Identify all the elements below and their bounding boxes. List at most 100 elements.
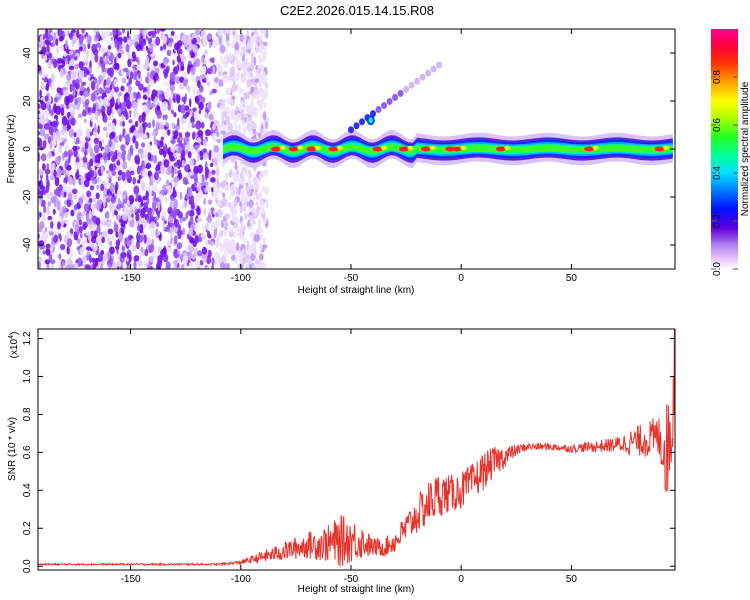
noise-blob [51, 120, 58, 128]
noise-blob [236, 218, 240, 223]
noise-blob [51, 263, 55, 269]
noise-blob [151, 207, 155, 217]
noise-blob [56, 201, 61, 211]
noise-blob [79, 246, 85, 255]
noise-blob [257, 197, 264, 202]
noise-blob [93, 122, 97, 133]
noise-blob [102, 152, 108, 161]
band-hotspot [398, 146, 409, 152]
noise-blob [50, 221, 54, 229]
noise-blob [247, 123, 250, 129]
noise-blob [93, 243, 98, 252]
noise-blob [88, 210, 92, 220]
noise-blob [74, 63, 79, 70]
noise-blob [209, 42, 212, 49]
noise-blob [177, 154, 181, 160]
noise-blob [263, 218, 268, 224]
noise-blob [247, 107, 251, 115]
noise-blob [47, 151, 53, 160]
noise-blob [202, 138, 207, 147]
noise-blob [209, 90, 213, 96]
noise-blob [107, 45, 112, 50]
noise-blob [136, 239, 140, 250]
noise-blob [84, 163, 87, 171]
noise-blob [58, 263, 62, 269]
noise-blob [107, 49, 111, 56]
noise-blob [69, 248, 74, 259]
noise-blob [91, 80, 96, 91]
noise-blob [82, 43, 87, 53]
noise-blob [59, 258, 62, 263]
noise-blob [206, 255, 212, 265]
noise-blob [141, 153, 145, 160]
noise-blob [171, 266, 176, 269]
noise-blob [90, 92, 96, 102]
noise-blob [251, 29, 255, 32]
noise-blob [261, 205, 265, 215]
noise-blob [73, 56, 78, 61]
snr-y-ticks: 0.0 0.2 0.4 0.6 0.8 1.0 1.2 [22, 331, 675, 573]
noise-blob [40, 153, 47, 162]
noise-blob [187, 121, 191, 130]
noise-blob [198, 237, 203, 243]
noise-blob [174, 259, 178, 268]
noise-blob [196, 153, 200, 161]
noise-blob [67, 192, 73, 201]
noise-blob [50, 82, 55, 91]
noise-blob [250, 129, 253, 137]
noise-blob [210, 65, 213, 75]
noise-blob [58, 36, 64, 42]
noise-blob [56, 46, 59, 55]
noise-blob [82, 156, 88, 163]
noise-blob [122, 214, 128, 222]
noise-blob [206, 230, 211, 239]
noise-blob [220, 104, 225, 111]
noise-blob [91, 236, 97, 244]
noise-blob [223, 263, 229, 269]
noise-blob [207, 199, 213, 205]
noise-blob [164, 143, 168, 153]
noise-blob [137, 98, 141, 106]
noise-blob [138, 83, 144, 91]
branch-blob [436, 61, 443, 69]
noise-blob [70, 58, 74, 66]
noise-blob [167, 129, 171, 136]
noise-blob [238, 87, 244, 95]
noise-blob [213, 120, 219, 125]
noise-blob [142, 195, 148, 201]
noise-blob [78, 70, 84, 79]
noise-blob [106, 29, 111, 39]
noise-blob [64, 219, 69, 225]
band-hotspot [504, 145, 511, 150]
noise-blob [38, 260, 42, 269]
noise-blob [159, 89, 163, 95]
snr-y-axis-label: SNR (10 * v/v) [7, 417, 18, 481]
noise-blob [165, 88, 170, 98]
noise-blob [203, 181, 209, 186]
noise-blob [54, 176, 60, 187]
noise-blob [101, 236, 105, 244]
noise-blob [46, 42, 50, 53]
noise-blob [155, 166, 159, 172]
noise-blob [191, 253, 197, 260]
noise-blob [146, 216, 151, 223]
noise-blob [231, 83, 238, 93]
noise-blob [254, 29, 258, 35]
noise-blob [199, 150, 203, 157]
spectrogram-x-axis-label: Height of straight line (km) [298, 285, 415, 296]
noise-blob [41, 72, 46, 79]
colorbar-tick-label: 0.0 [712, 262, 723, 276]
noise-blob [96, 83, 99, 92]
noise-blob [125, 112, 129, 121]
band-hotspot [654, 146, 665, 152]
noise-blob [174, 76, 181, 84]
noise-blob [55, 156, 61, 166]
noise-blob [169, 212, 176, 218]
noise-blob [193, 172, 198, 182]
noise-blob [230, 56, 233, 61]
noise-blob [76, 168, 79, 177]
noise-blob [179, 253, 184, 262]
noise-blob [46, 124, 50, 130]
branch-blob [414, 77, 421, 85]
spectrogram-x-ticks: -150 -100 -50 0 50 [121, 29, 577, 284]
